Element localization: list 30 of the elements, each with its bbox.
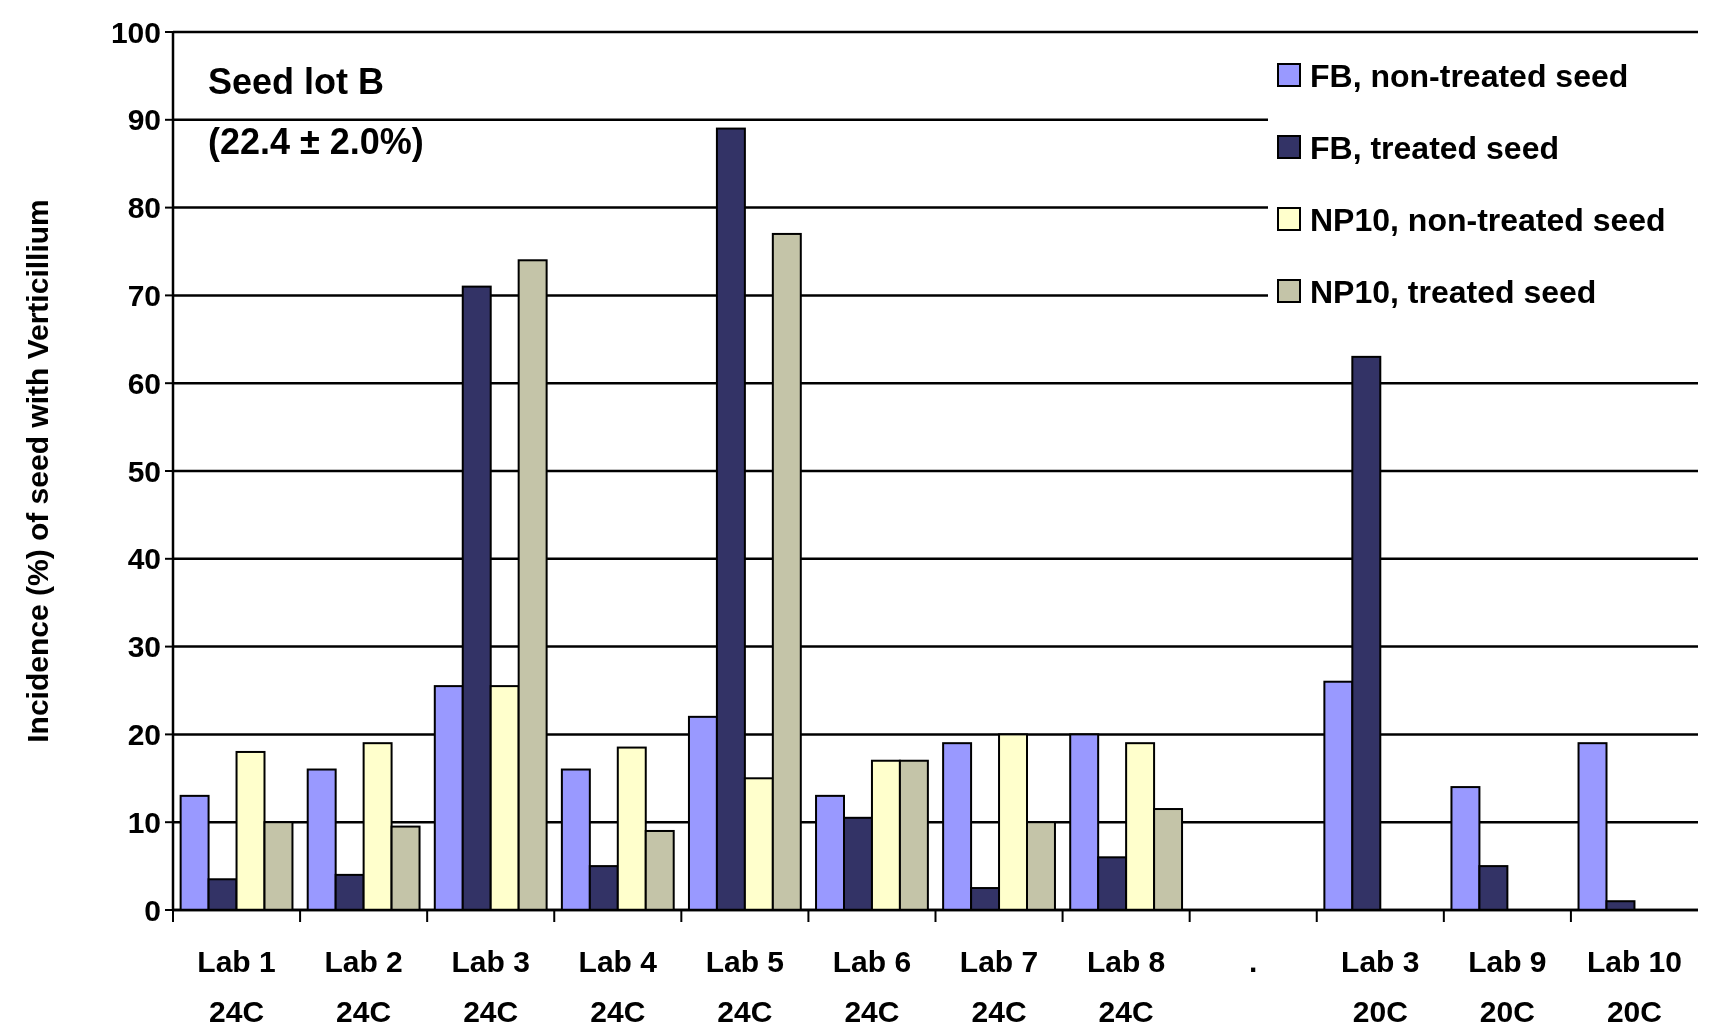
x-tick-label: Lab 5 24C <box>705 945 785 1028</box>
x-tick-label: Lab 3 20C <box>1341 945 1420 1028</box>
text: Seed lot B <box>208 61 385 102</box>
legend-label: NP10, treated seed <box>1310 274 1597 311</box>
x-tick-label: Lab 4 24C <box>578 945 658 1028</box>
text: (22.4 ± 2.0%) <box>208 121 424 162</box>
x-tick-label: Lab 9 20C <box>1468 945 1547 1028</box>
x-tick-label: Lab 3 24C <box>451 945 530 1028</box>
y-tick-label: 90 <box>127 103 161 137</box>
x-tick-label: Lab 7 24C <box>959 945 1039 1028</box>
legend-label: NP10, non-treated seed <box>1310 202 1666 239</box>
y-tick-label: 100 <box>110 15 161 49</box>
legend-label: FB, non-treated seed <box>1310 58 1629 95</box>
legend-label: FB, treated seed <box>1310 130 1559 167</box>
y-tick-label: 20 <box>127 717 161 751</box>
x-tick-label: Lab 6 24C <box>832 945 912 1028</box>
y-tick-label: 0 <box>144 893 161 927</box>
x-tick-label: Lab 10 20C <box>1586 945 1682 1028</box>
y-tick-label: 60 <box>127 366 161 400</box>
y-tick-label: 70 <box>127 278 161 312</box>
x-tick-label: Lab 1 24C <box>197 945 276 1028</box>
y-axis-title: Incidence (%) of seed with Verticillium <box>21 199 54 743</box>
x-tick-label: Lab 2 24C <box>324 945 403 1028</box>
y-tick-label: 50 <box>127 454 161 488</box>
x-tick-label: Lab 8 24C <box>1086 945 1166 1028</box>
y-tick-label: 40 <box>127 542 161 576</box>
x-tick-label: . <box>1249 945 1258 978</box>
y-tick-label: 30 <box>127 630 161 664</box>
y-tick-label: 10 <box>127 805 161 839</box>
y-tick-label: 80 <box>127 191 161 225</box>
